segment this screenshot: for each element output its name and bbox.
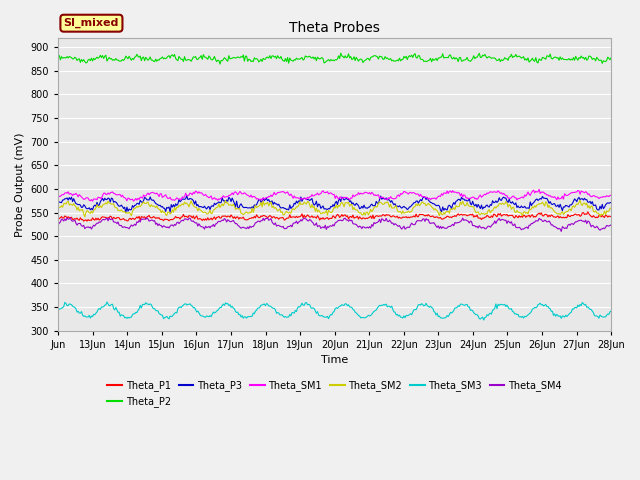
Title: Theta Probes: Theta Probes <box>289 21 380 35</box>
Theta_SM1 <box>355 190 362 195</box>
Theta_P2 <box>510 54 518 60</box>
Theta_P2 <box>607 55 615 60</box>
Theta_SM3 <box>318 312 326 318</box>
Line: Theta_P2: Theta_P2 <box>58 53 611 64</box>
Theta_SM2 <box>385 201 392 206</box>
Theta_SM3 <box>385 303 392 309</box>
Text: SI_mixed: SI_mixed <box>64 18 119 28</box>
Theta_SM2 <box>596 214 604 219</box>
Theta_SM1 <box>89 198 97 204</box>
Theta_P3 <box>183 193 191 199</box>
Theta_P2 <box>596 58 604 63</box>
Theta_SM4 <box>385 219 392 225</box>
Theta_SM3 <box>355 312 362 318</box>
Theta_P1 <box>318 216 326 222</box>
Theta_P1 <box>83 218 91 224</box>
Theta_SM3 <box>480 317 488 323</box>
Theta_P3 <box>319 203 327 209</box>
Theta_P3 <box>323 206 330 212</box>
Line: Theta_SM2: Theta_SM2 <box>58 200 611 217</box>
Theta_SM2 <box>81 214 89 220</box>
Theta_SM4 <box>318 225 326 230</box>
Theta_SM4 <box>557 228 565 234</box>
Y-axis label: Probe Output (mV): Probe Output (mV) <box>15 132 25 237</box>
Theta_P2 <box>386 57 394 62</box>
Theta_P1 <box>607 214 615 219</box>
Theta_SM3 <box>103 299 111 305</box>
Theta_SM1 <box>607 192 615 198</box>
Theta_SM3 <box>510 309 518 315</box>
Theta_SM1 <box>385 195 392 201</box>
Theta_SM1 <box>321 190 329 195</box>
Theta_P3 <box>510 201 518 206</box>
Theta_P2 <box>54 54 62 60</box>
Theta_SM2 <box>321 210 329 216</box>
Theta_P1 <box>355 216 362 222</box>
Theta_P1 <box>584 209 592 215</box>
Theta_SM3 <box>607 308 615 314</box>
Theta_P2 <box>321 60 329 65</box>
Theta_P3 <box>386 197 394 203</box>
Theta_SM2 <box>54 206 62 212</box>
Theta_SM4 <box>321 222 329 228</box>
Theta_SM2 <box>318 211 326 216</box>
Theta_SM1 <box>535 186 543 192</box>
Theta_SM3 <box>596 312 604 318</box>
Theta_SM4 <box>63 215 71 221</box>
Theta_P1 <box>321 216 329 221</box>
Theta_SM3 <box>54 308 62 313</box>
Line: Theta_P1: Theta_P1 <box>58 212 611 221</box>
Line: Theta_SM4: Theta_SM4 <box>58 218 611 231</box>
Theta_P3 <box>122 210 130 216</box>
Theta_SM2 <box>509 204 516 210</box>
Theta_P3 <box>356 206 364 212</box>
Theta_SM1 <box>318 189 326 194</box>
Theta_SM1 <box>54 193 62 199</box>
Theta_P1 <box>54 216 62 221</box>
Theta_SM2 <box>355 209 362 215</box>
Theta_SM1 <box>509 193 516 199</box>
Theta_P2 <box>356 57 364 62</box>
Legend: Theta_P1, Theta_P2, Theta_P3, Theta_SM1, Theta_SM2, Theta_SM3, Theta_SM4: Theta_P1, Theta_P2, Theta_P3, Theta_SM1,… <box>104 377 566 411</box>
Line: Theta_P3: Theta_P3 <box>58 196 611 213</box>
Theta_SM2 <box>576 197 584 203</box>
Theta_SM4 <box>596 228 604 233</box>
Theta_P1 <box>385 212 392 218</box>
Theta_P3 <box>54 199 62 205</box>
Theta_SM3 <box>321 314 329 320</box>
Theta_P1 <box>596 213 604 219</box>
Line: Theta_SM3: Theta_SM3 <box>58 302 611 320</box>
Theta_P2 <box>216 61 224 67</box>
Theta_P2 <box>318 55 326 60</box>
Theta_SM1 <box>596 195 604 201</box>
Line: Theta_SM1: Theta_SM1 <box>58 189 611 201</box>
Theta_SM4 <box>509 222 516 228</box>
Theta_SM2 <box>607 205 615 211</box>
Theta_SM4 <box>607 222 615 228</box>
Theta_P2 <box>337 50 344 56</box>
X-axis label: Time: Time <box>321 355 348 365</box>
Theta_P1 <box>509 213 516 218</box>
Theta_P3 <box>607 200 615 205</box>
Theta_P3 <box>596 204 604 209</box>
Theta_SM4 <box>54 222 62 228</box>
Theta_SM4 <box>355 224 362 230</box>
